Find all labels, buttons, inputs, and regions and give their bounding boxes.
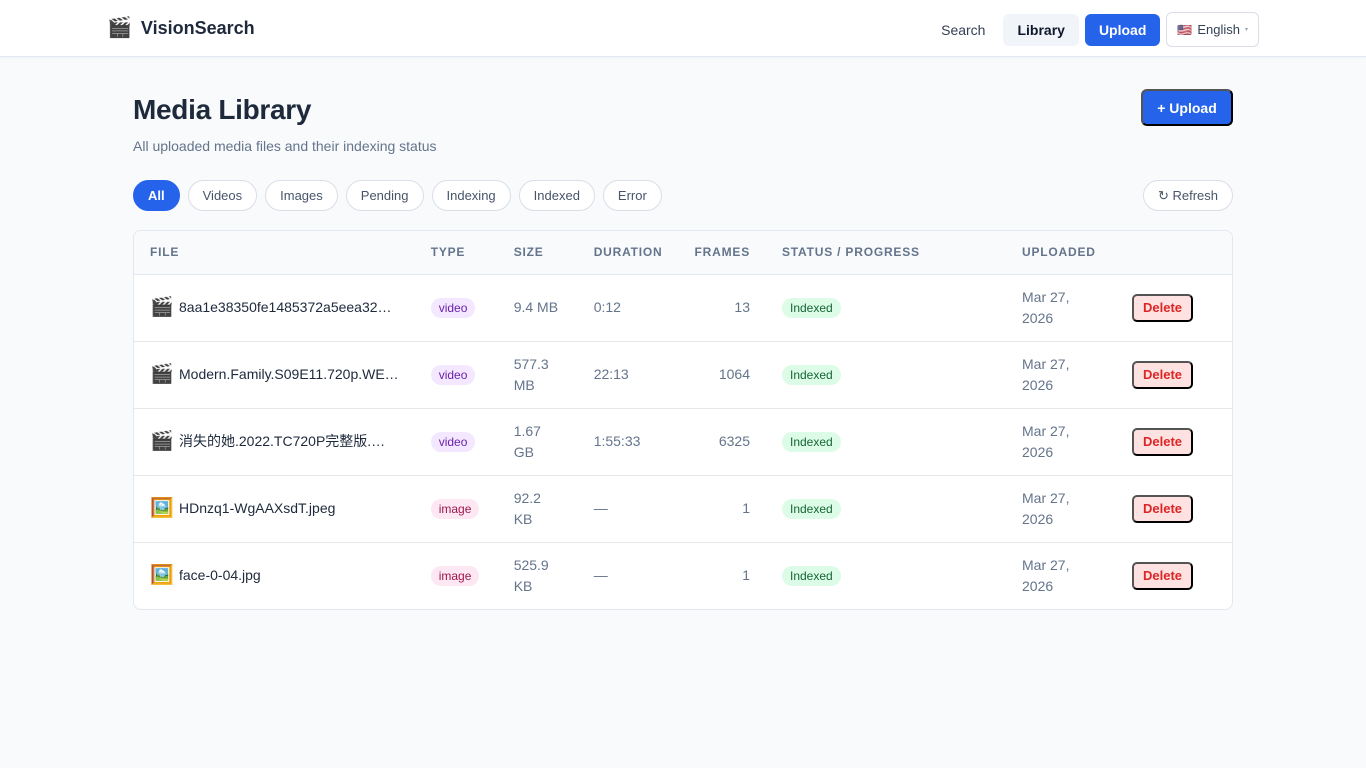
type-badge: video: [430, 432, 476, 452]
video-file-icon: 🎬: [150, 296, 174, 318]
file-size: 1.67 GB: [497, 408, 578, 476]
header-uploaded: UPLOADED: [1006, 231, 1116, 275]
status-badge: Indexed: [782, 298, 841, 318]
us-flag-icon: 🇺🇸: [1177, 22, 1193, 37]
table-header-row: FILE TYPE SIZE DURATION FRAMES STATUS / …: [134, 231, 1232, 275]
nav-search-link[interactable]: Search: [941, 21, 986, 38]
status-badge: Indexed: [782, 566, 841, 587]
language-label: English: [1197, 22, 1240, 37]
page-title: Media Library: [133, 94, 312, 125]
status-filters: All Videos Images Pending Indexing Index…: [133, 180, 662, 211]
file-duration: 0:12: [577, 274, 679, 342]
delete-button[interactable]: Delete: [1132, 494, 1194, 523]
brand-name: VisionSearch: [140, 17, 255, 38]
type-badge: video: [430, 365, 476, 385]
file-frames: 1064: [678, 341, 766, 409]
upload-button[interactable]: + Upload: [1141, 89, 1233, 126]
filter-indexed[interactable]: Indexed: [518, 180, 595, 211]
type-badge: video: [430, 298, 476, 318]
language-selector[interactable]: 🇺🇸 English ▾: [1166, 12, 1259, 47]
table-row[interactable]: 🎬 8aa1e38350fe1485372a5eea32… video 9.4 M…: [134, 274, 1232, 342]
file-size: 577.3 MB: [497, 341, 578, 409]
page-subtitle: All uploaded media files and their index…: [133, 138, 437, 154]
image-file-icon: 🖼️: [150, 497, 174, 519]
status-badge: Indexed: [782, 432, 841, 452]
table-row[interactable]: 🎬 Modern.Family.S09E11.720p.WE… video 577…: [134, 341, 1232, 409]
file-duration: —: [593, 567, 608, 584]
file-size: 525.9 KB: [513, 556, 549, 594]
top-navbar: 🎬 VisionSearch Search Library Upload 🇺🇸 …: [0, 0, 1366, 57]
file-size: 9.4 MB: [497, 274, 578, 342]
file-name[interactable]: Modern.Family.S09E11.720p.WE…: [179, 366, 399, 382]
table-row[interactable]: 🖼️ face-0-04.jpg image 525.9 KB — 1 Index…: [134, 542, 1232, 609]
status-badge: Indexed: [782, 499, 841, 519]
header-frames: FRAMES: [678, 231, 766, 275]
image-file-icon: 🖼️: [150, 564, 174, 586]
file-frames: 13: [678, 274, 766, 342]
video-file-icon: 🎬: [150, 430, 174, 452]
upload-date: Mar 27, 2026: [1006, 274, 1116, 342]
header-status: STATUS / PROGRESS: [766, 231, 1006, 275]
header-size: SIZE: [497, 231, 578, 275]
status-badge: Indexed: [782, 365, 841, 385]
nav-upload-button[interactable]: Upload: [1084, 13, 1161, 46]
table-row[interactable]: 🖼️ HDnzq1-WgAAXsdT.jpeg image 92.2 KB — 1…: [134, 475, 1232, 543]
file-duration: 1:55:33: [577, 408, 679, 476]
header-file: FILE: [134, 231, 415, 275]
file-frames: 6325: [678, 408, 766, 476]
media-table: FILE TYPE SIZE DURATION FRAMES STATUS / …: [134, 231, 1232, 609]
upload-date: Mar 27, 2026: [1006, 341, 1116, 409]
filter-error[interactable]: Error: [602, 180, 662, 211]
brand[interactable]: 🎬 VisionSearch: [107, 17, 255, 39]
upload-date: Mar 27, 2026: [1006, 408, 1116, 476]
delete-button[interactable]: Delete: [1132, 561, 1194, 590]
file-frames: 1: [742, 567, 750, 584]
file-name[interactable]: 8aa1e38350fe1485372a5eea32…: [179, 299, 392, 315]
filter-all[interactable]: All: [133, 180, 180, 211]
file-name[interactable]: face-0-04.jpg: [179, 567, 261, 584]
filter-images[interactable]: Images: [265, 180, 338, 211]
table-row[interactable]: 🎬 消失的她.2022.TC720P完整版.… video 1.67 GB 1:5…: [134, 408, 1232, 476]
clapperboard-icon: 🎬: [107, 17, 132, 39]
delete-button[interactable]: Delete: [1132, 360, 1194, 389]
main-nav: Search Library Upload 🇺🇸 English ▾: [923, 12, 1259, 47]
media-table-card: FILE TYPE SIZE DURATION FRAMES STATUS / …: [133, 230, 1233, 610]
header-duration: DURATION: [577, 231, 679, 275]
video-file-icon: 🎬: [150, 363, 174, 385]
header-type: TYPE: [414, 231, 498, 275]
file-size: 92.2 KB: [497, 475, 578, 543]
file-duration: 22:13: [577, 341, 679, 409]
type-badge: image: [430, 499, 480, 519]
filter-indexing[interactable]: Indexing: [431, 180, 511, 211]
chevron-down-icon: ▾: [1244, 27, 1248, 33]
filter-pending[interactable]: Pending: [345, 180, 424, 211]
refresh-button[interactable]: ↻ Refresh: [1142, 180, 1233, 211]
upload-date: Mar 27, 2026: [1022, 556, 1070, 594]
nav-library-link[interactable]: Library: [1003, 13, 1079, 46]
delete-button[interactable]: Delete: [1132, 427, 1194, 456]
filter-videos[interactable]: Videos: [187, 180, 258, 211]
file-name[interactable]: HDnzq1-WgAAXsdT.jpeg: [179, 500, 336, 516]
file-duration: —: [577, 475, 679, 543]
file-name[interactable]: 消失的她.2022.TC720P完整版.…: [179, 433, 386, 449]
file-frames: 1: [678, 475, 766, 543]
delete-button[interactable]: Delete: [1132, 293, 1194, 322]
header-actions: [1116, 231, 1232, 275]
upload-date: Mar 27, 2026: [1006, 475, 1116, 543]
type-badge: image: [430, 566, 480, 587]
